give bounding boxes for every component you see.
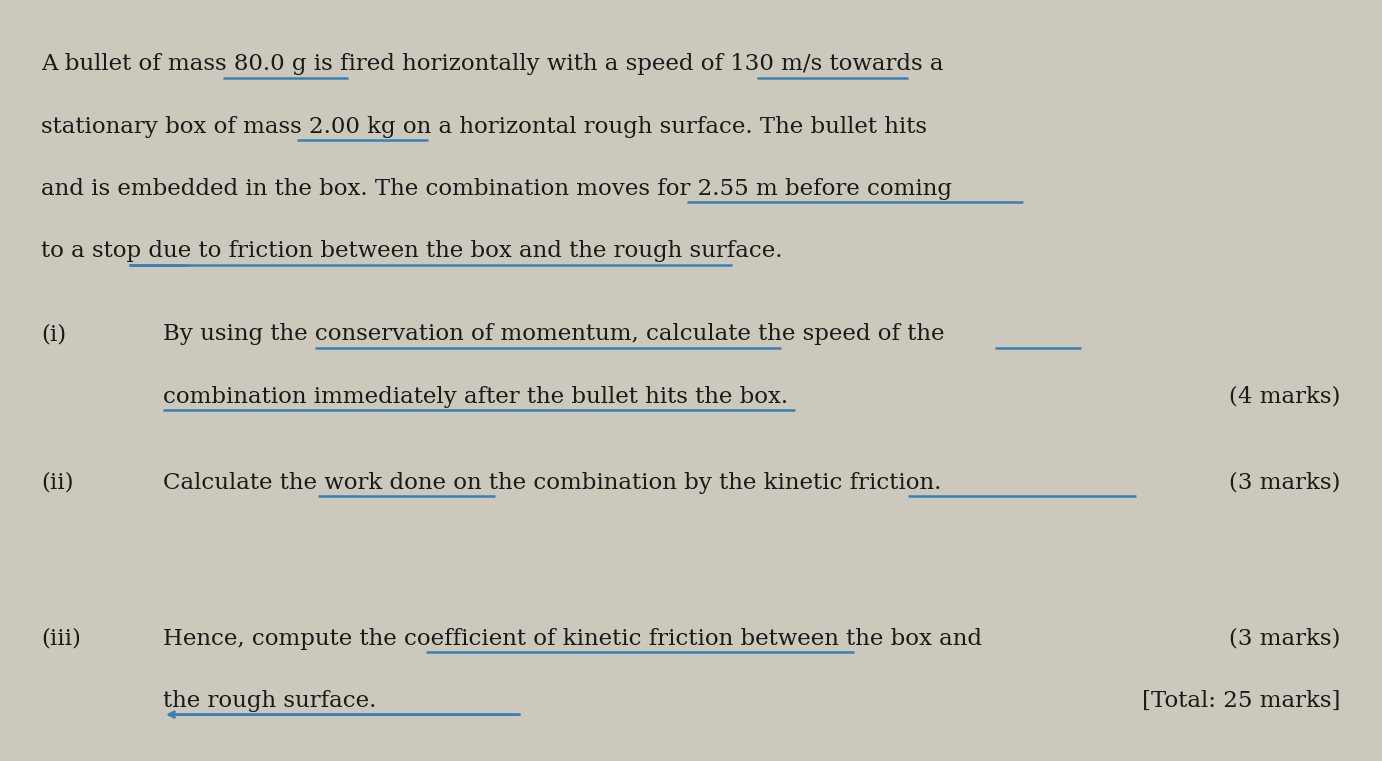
Text: the rough surface.: the rough surface. [163,690,376,712]
Text: combination immediately after the bullet hits the box.: combination immediately after the bullet… [163,386,788,408]
Text: A bullet of mass 80.0 g is fired horizontally with a speed of 130 m/s towards a: A bullet of mass 80.0 g is fired horizon… [41,53,944,75]
Text: (3 marks): (3 marks) [1229,472,1341,494]
Text: [Total: 25 marks]: [Total: 25 marks] [1142,690,1341,712]
Text: (3 marks): (3 marks) [1229,628,1341,650]
Text: (i): (i) [41,323,66,345]
Text: to a stop due to friction between the box and the rough surface.: to a stop due to friction between the bo… [41,240,784,263]
Text: (ii): (ii) [41,472,75,494]
Text: Calculate the work done on the combination by the kinetic friction.: Calculate the work done on the combinati… [163,472,941,494]
Text: stationary box of mass 2.00 kg on a horizontal rough surface. The bullet hits: stationary box of mass 2.00 kg on a hori… [41,116,927,138]
Text: (4 marks): (4 marks) [1229,386,1341,408]
Text: (iii): (iii) [41,628,82,650]
Text: Hence, compute the coefficient of kinetic friction between the box and: Hence, compute the coefficient of kineti… [163,628,983,650]
Text: By using the conservation of momentum, calculate the speed of the: By using the conservation of momentum, c… [163,323,944,345]
Text: and is embedded in the box. The combination moves for 2.55 m before coming: and is embedded in the box. The combinat… [41,178,952,200]
